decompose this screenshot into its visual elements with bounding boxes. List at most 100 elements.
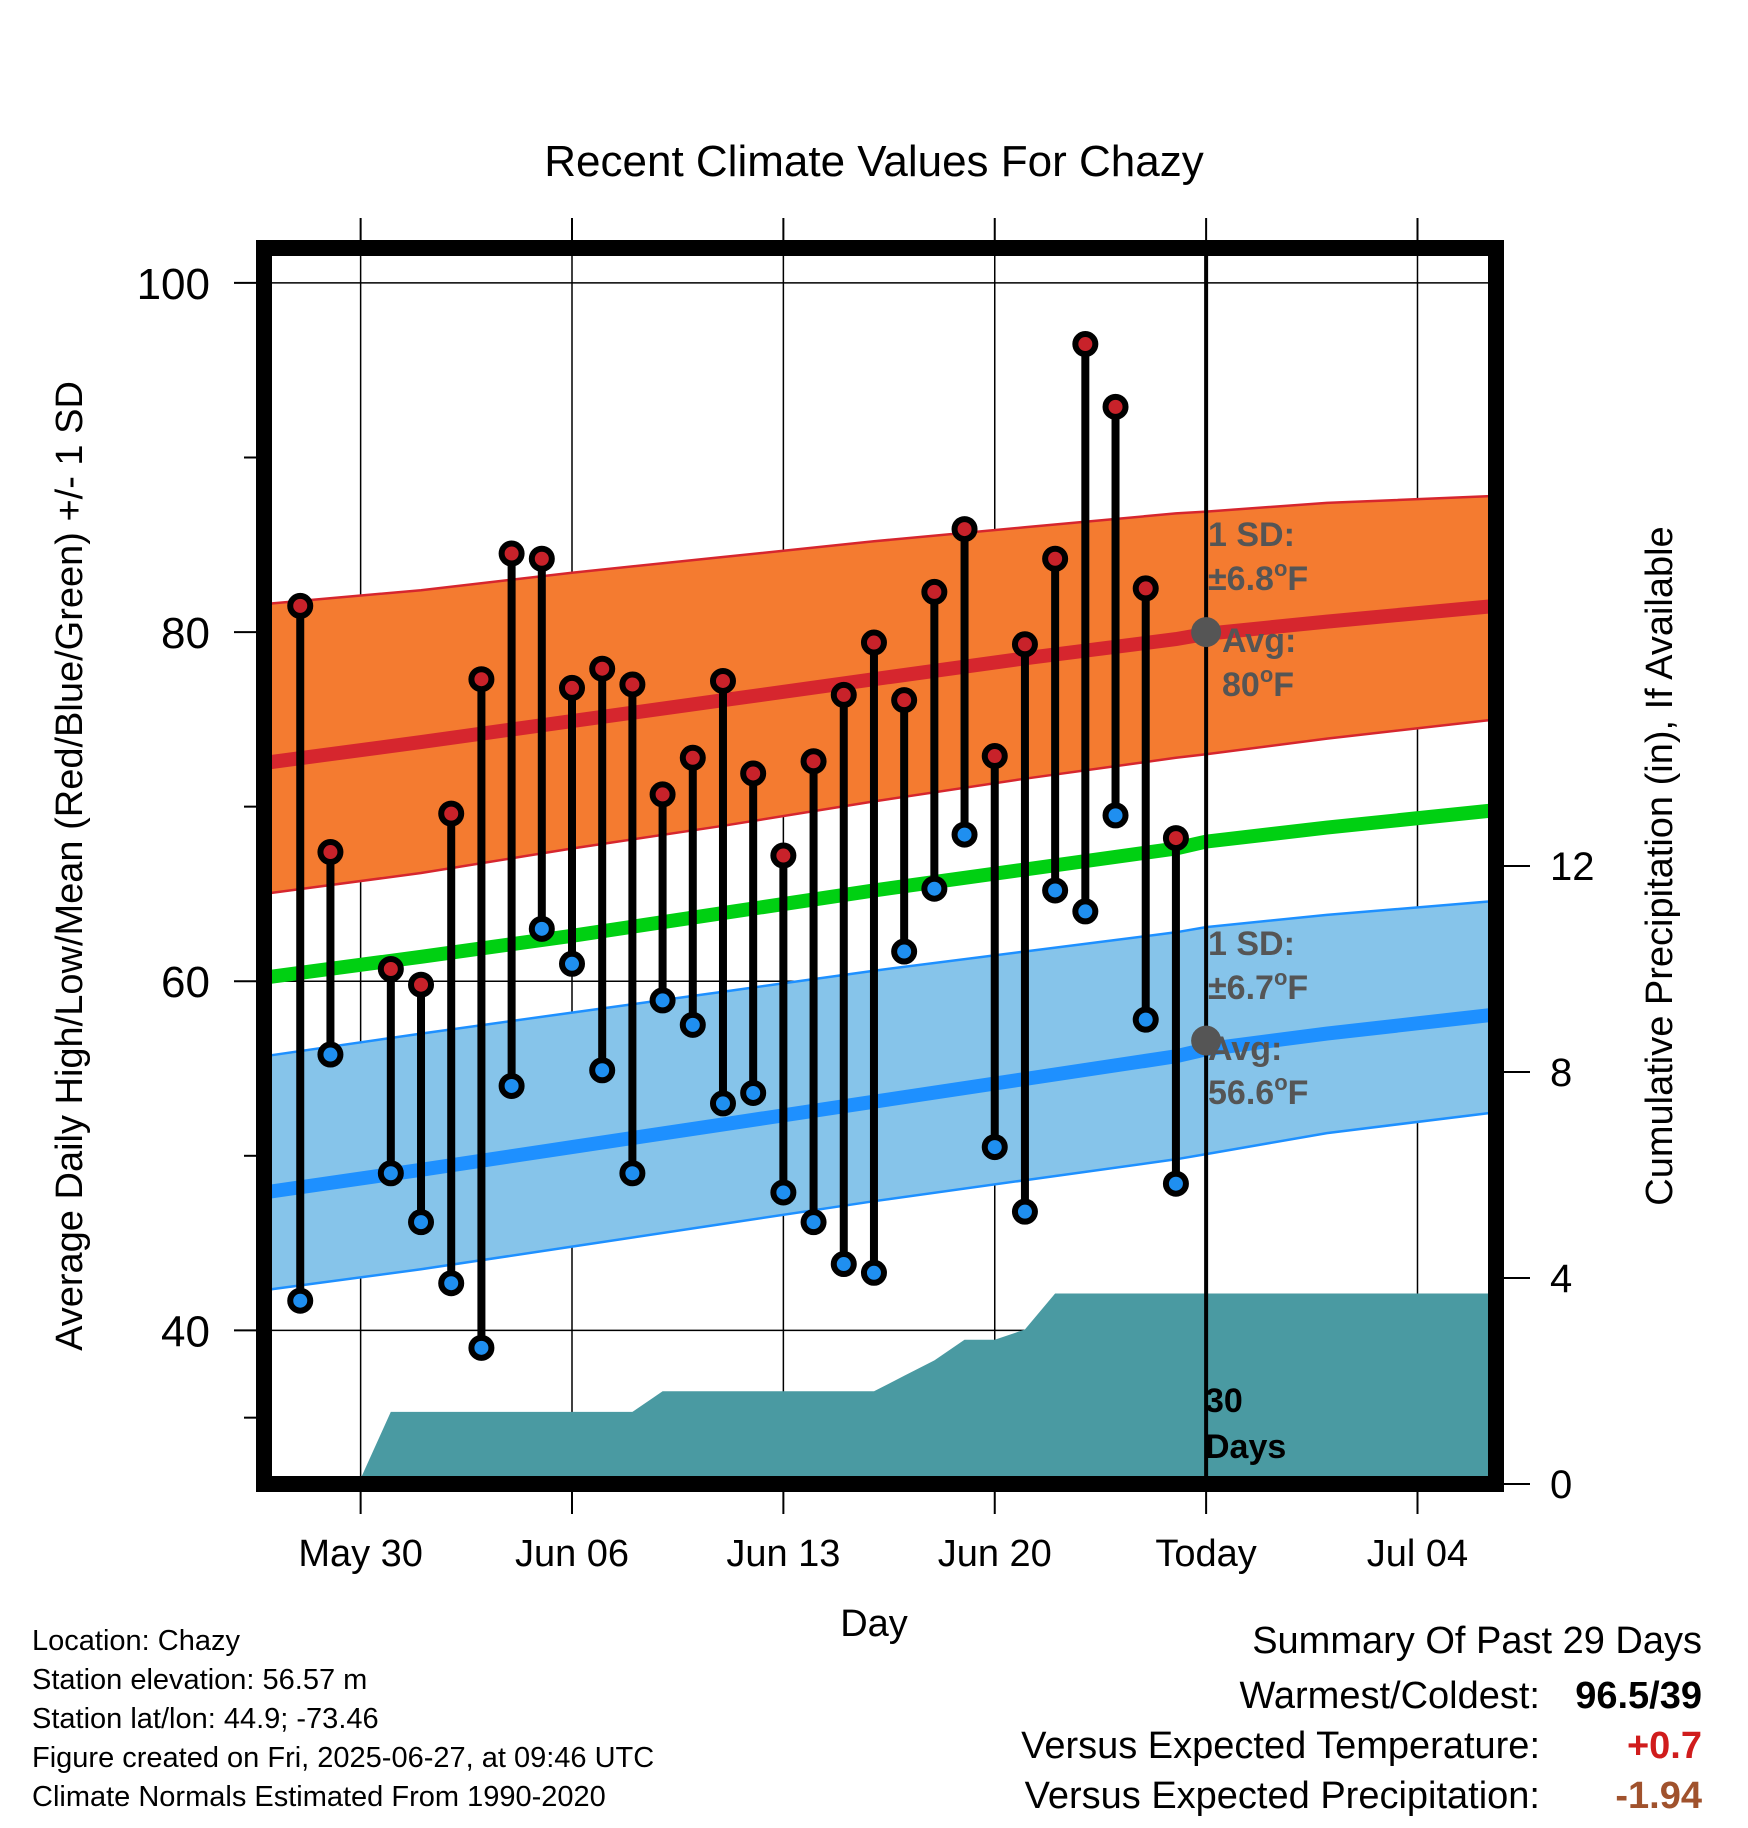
temp-anomaly-label: Versus Expected Temperature: [1021, 1725, 1540, 1767]
daily-low-dot [1072, 898, 1099, 925]
daily-high-dot [408, 971, 435, 998]
low-average-marker [1191, 1025, 1222, 1056]
summary-panel: Summary Of Past 29 Days Warmest/Coldest:… [1021, 1620, 1702, 1821]
x-tick-label: Jun 06 [515, 1533, 629, 1575]
daily-low-dot [770, 1179, 797, 1206]
daily-low-dot [830, 1251, 857, 1278]
daily-bar [921, 578, 948, 902]
temp-anomaly-row: Versus Expected Temperature: +0.7 [1021, 1721, 1702, 1771]
low-band-lower-edge [263, 1110, 1497, 1292]
daily-low-dot [981, 1134, 1008, 1161]
daily-bar [770, 842, 797, 1206]
daily-bar [1102, 393, 1129, 829]
daily-high-dot [1162, 825, 1189, 852]
daily-bar [951, 516, 978, 848]
daily-bar [830, 681, 857, 1278]
summary-title: Summary Of Past 29 Days [1252, 1620, 1702, 1662]
daily-bar [1162, 825, 1189, 1197]
elevation-text: Station elevation: 56.57 m [32, 1664, 368, 1696]
daily-low-dot [317, 1041, 344, 1068]
daily-bar [800, 748, 827, 1236]
daily-low-dot [408, 1209, 435, 1236]
chart-title: Recent Climate Values For Chazy [544, 137, 1203, 186]
daily-high-dot [981, 743, 1008, 770]
daily-bar [589, 655, 616, 1084]
daily-low-dot [649, 987, 676, 1014]
daily-low-dot [709, 1090, 736, 1117]
warmest-coldest-row: Warmest/Coldest: 96.5/39 [1021, 1671, 1702, 1721]
daily-low-dot [891, 938, 918, 965]
daily-bar [528, 545, 555, 942]
daily-bar [619, 671, 646, 1187]
daily-low-dot [860, 1259, 887, 1286]
low-sd-label: 1 SD: [1208, 925, 1295, 963]
daily-bar [860, 629, 887, 1286]
daily-bar [740, 760, 767, 1106]
daily-low-dot [1132, 1006, 1159, 1033]
daily-bar [679, 744, 706, 1038]
daily-bar [468, 666, 495, 1361]
daily-bar [1011, 631, 1038, 1225]
high-avg-label: Avg: [1222, 622, 1296, 660]
x-axis-label: Day [840, 1603, 908, 1645]
low-average-line [262, 1007, 1497, 1200]
daily-high-dot [528, 545, 555, 572]
high-average-marker [1191, 617, 1222, 648]
daily-bar [559, 674, 585, 977]
high-band-lower-edge [263, 718, 1497, 896]
y2-tick-label: 4 [1550, 1257, 1572, 1301]
daily-bar [317, 839, 344, 1068]
daily-high-dot [498, 540, 525, 567]
daily-bar [1072, 331, 1099, 925]
daily-low-dot [287, 1287, 314, 1314]
daily-low-dot [800, 1209, 827, 1236]
daily-bar [498, 540, 525, 1099]
daily-high-dot [649, 781, 676, 808]
daily-low-dot [589, 1057, 616, 1084]
temp-anomaly-value: +0.7 [1626, 1725, 1702, 1767]
daily-low-dot [1011, 1198, 1038, 1225]
daily-high-dot [1102, 393, 1129, 420]
daily-high-dot [709, 667, 736, 694]
station-info: Location: Chazy Station elevation: 56.57… [32, 1622, 654, 1817]
y-tick-label: 100 [137, 260, 210, 309]
low-sd-value: ±6.7oF [1208, 965, 1308, 1007]
plot-area: 1 SD: ±6.8oF Avg: 80oF 1 SD: ±6.7oF Avg:… [262, 248, 1497, 1484]
daily-high-dot [1011, 631, 1038, 658]
normals-text: Climate Normals Estimated From 1990-2020 [32, 1781, 606, 1813]
daily-high-dot [589, 655, 616, 682]
daily-bar [1042, 545, 1069, 904]
y-axis-label: Average Daily High/Low/Mean (Red/Blue/Gr… [49, 381, 91, 1351]
daily-high-dot [317, 839, 344, 866]
daily-low-dot [951, 821, 978, 848]
y2-tick-label: 12 [1550, 845, 1595, 889]
daily-low-dot [679, 1011, 706, 1038]
daily-high-dot [770, 842, 797, 869]
daily-high-dot [619, 671, 646, 698]
precip-anomaly-label: Versus Expected Precipitation: [1024, 1775, 1540, 1817]
daily-low-dot [468, 1334, 495, 1361]
daily-high-dot [740, 760, 767, 787]
x-axis: May 30 Jun 06 Jun 13 Jun 20 Today Jul 04 [298, 218, 1468, 1575]
daily-high-dot [860, 629, 887, 656]
y-tick-label: 60 [161, 958, 210, 1007]
daily-high-dot [800, 748, 827, 775]
daily-bar [377, 956, 404, 1187]
high-sd-label: 1 SD: [1208, 516, 1295, 554]
warmest-coldest-value: 96.5/39 [1575, 1675, 1702, 1717]
y2-tick-label: 0 [1550, 1463, 1572, 1507]
daily-high-dot [468, 666, 495, 693]
x-tick-label: Today [1155, 1533, 1256, 1575]
high-band-upper-edge [263, 494, 1497, 606]
y-axis-left: 40 60 80 100 [137, 260, 256, 1419]
daily-high-dot [891, 687, 918, 714]
daily-low-dot [740, 1079, 767, 1106]
daily-bar [287, 592, 314, 1314]
daily-low-dot [921, 875, 948, 902]
x-tick-label: May 30 [298, 1533, 423, 1575]
daily-high-dot [438, 800, 465, 827]
y2-axis-label: Cumulative Precipitation (in), If Availa… [1639, 526, 1681, 1205]
high-sd-value: ±6.8oF [1208, 556, 1308, 598]
daily-high-dot [921, 578, 948, 605]
daily-high-dot [679, 744, 706, 771]
